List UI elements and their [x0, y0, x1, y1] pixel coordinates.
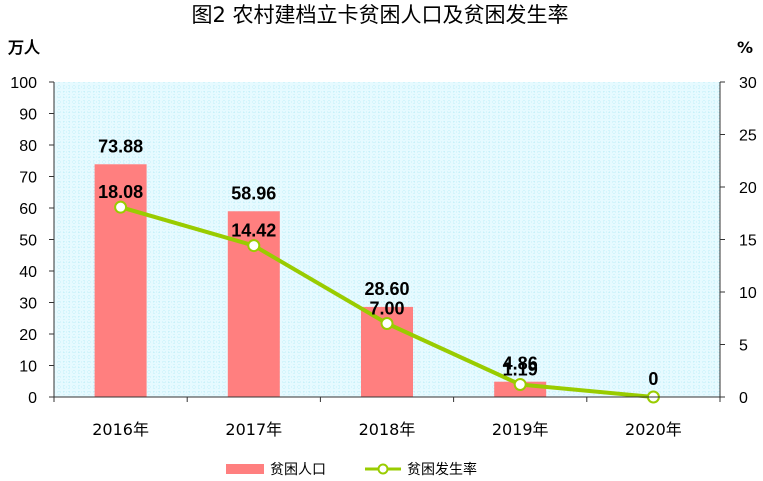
right-tick-label: 15 — [739, 233, 757, 250]
left-tick-label: 30 — [19, 296, 37, 313]
axes: 0 10 20 30 40 50 60 70 80 90 100 0 5 10 15 20 25 30 2016年 2… — [10, 75, 757, 439]
rate-point-2019年 — [513, 378, 527, 392]
right-tick-label: 25 — [739, 128, 757, 145]
right-tick-label: 0 — [739, 390, 748, 407]
grid — [54, 82, 720, 397]
x-tick-label: 2020年 — [625, 420, 682, 439]
rate-value-label: 1.19 — [503, 360, 538, 380]
left-tick-label: 0 — [28, 390, 37, 407]
x-tick-label: 2018年 — [359, 420, 416, 439]
left-tick-label: 50 — [19, 233, 37, 250]
rate-point-2018年 — [380, 317, 394, 330]
left-axis-unit: 万人 — [7, 38, 41, 57]
x-tick-label: 2017年 — [225, 420, 282, 439]
legend-swatch-marker — [377, 463, 389, 475]
right-tick-label: 30 — [739, 75, 757, 92]
bar-value-label: 58.96 — [231, 183, 276, 203]
left-tick-label: 40 — [19, 264, 37, 281]
left-tick-label: 70 — [19, 170, 37, 187]
left-tick-label: 20 — [19, 327, 37, 344]
right-tick-label: 5 — [739, 338, 748, 355]
rate-value-label: 18.08 — [98, 182, 143, 202]
chart-title: 图2 农村建档立卡贫困人口及贫困发生率 — [191, 3, 568, 27]
left-tick-label: 10 — [19, 359, 37, 376]
left-tick-label: 100 — [10, 75, 37, 92]
x-tick-label: 2019年 — [492, 420, 549, 439]
legend-swatch-bar — [226, 464, 264, 474]
legend-label-bar: 贫困人口 — [270, 462, 326, 478]
bar-value-label: 28.60 — [364, 279, 409, 299]
legend: 贫困人口 贫困发生率 — [226, 461, 477, 478]
rate-value-label: 7.00 — [369, 299, 404, 319]
rate-point-2016年 — [114, 200, 128, 214]
right-axis-unit: % — [737, 38, 753, 57]
left-tick-label: 60 — [19, 201, 37, 218]
rate-point-2017年 — [247, 239, 261, 253]
right-tick-label: 10 — [739, 285, 757, 302]
rate-value-label: 14.42 — [231, 221, 276, 241]
legend-label-line: 贫困发生率 — [407, 461, 477, 478]
right-tick-label: 20 — [739, 180, 757, 197]
data-labels: 73.88 58.96 28.60 4.86 0 18.08 14.42 7.00 1.19 — [98, 136, 658, 389]
left-tick-label: 90 — [19, 107, 37, 124]
left-tick-label: 80 — [19, 138, 37, 155]
x-tick-label: 2016年 — [92, 420, 149, 439]
bar-value-label: 0 — [648, 369, 658, 389]
bar-value-label: 4.86 — [503, 354, 538, 374]
bar-value-label: 73.88 — [98, 136, 143, 156]
